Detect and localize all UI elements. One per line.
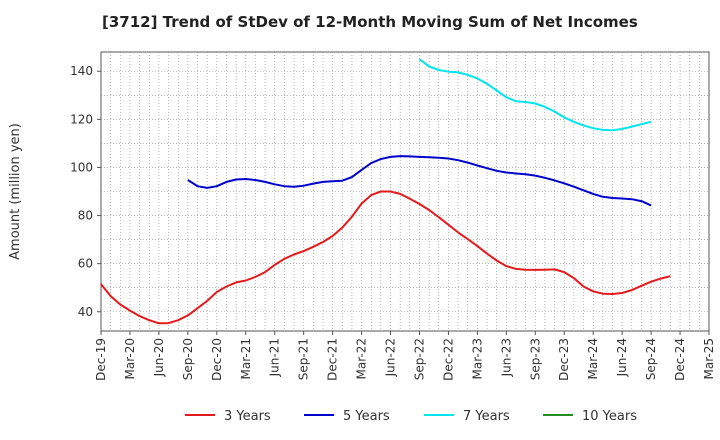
x-tick-label: Sep-22 [412,338,426,380]
y-axis-label: Amount (million yen) [8,123,23,260]
y-tick-label: 100 [70,160,93,174]
legend-label: 7 Years [463,409,510,424]
x-tick-label: Dec-24 [673,338,687,381]
y-tick-label: 80 [78,209,93,223]
series-line-7-years [418,58,652,132]
legend-label: 3 Years [224,409,271,424]
x-tick-label: Mar-24 [586,338,600,379]
x-tick-label: Mar-23 [470,338,484,379]
x-tick-label: Jun-20 [152,338,166,377]
chart-title: [3712] Trend of StDev of 12-Month Moving… [102,13,638,31]
x-tick-label: Mar-22 [355,338,369,379]
x-tick-label: Mar-25 [702,338,716,379]
x-tick-label: Sep-24 [644,338,658,380]
legend-label: 10 Years [582,409,637,424]
x-tick-label: Sep-23 [528,338,542,380]
legend-label: 5 Years [343,409,390,424]
x-tick-label: Dec-20 [210,338,224,381]
x-tick-label: Sep-20 [181,338,195,380]
x-tick-label: Dec-21 [326,338,340,381]
y-tick-label: 60 [78,257,93,271]
x-tick-label: Jun-21 [268,338,282,377]
y-tick-label: 140 [70,64,93,78]
x-tick-label: Jun-22 [384,338,398,377]
y-tick-label: 40 [78,305,93,319]
x-tick-label: Dec-22 [441,338,455,381]
x-tick-label: Mar-21 [239,338,253,379]
y-tick-label: 120 [70,112,93,126]
series-line-3-years [100,190,671,325]
x-tick-label: Jun-24 [615,338,629,377]
x-tick-label: Sep-21 [297,338,311,380]
series-line-5-years [187,155,652,207]
x-tick-label: Dec-23 [557,338,571,381]
x-tick-label: Dec-19 [94,338,108,381]
x-tick-label: Jun-23 [499,338,513,377]
x-tick-label: Mar-20 [123,338,137,379]
